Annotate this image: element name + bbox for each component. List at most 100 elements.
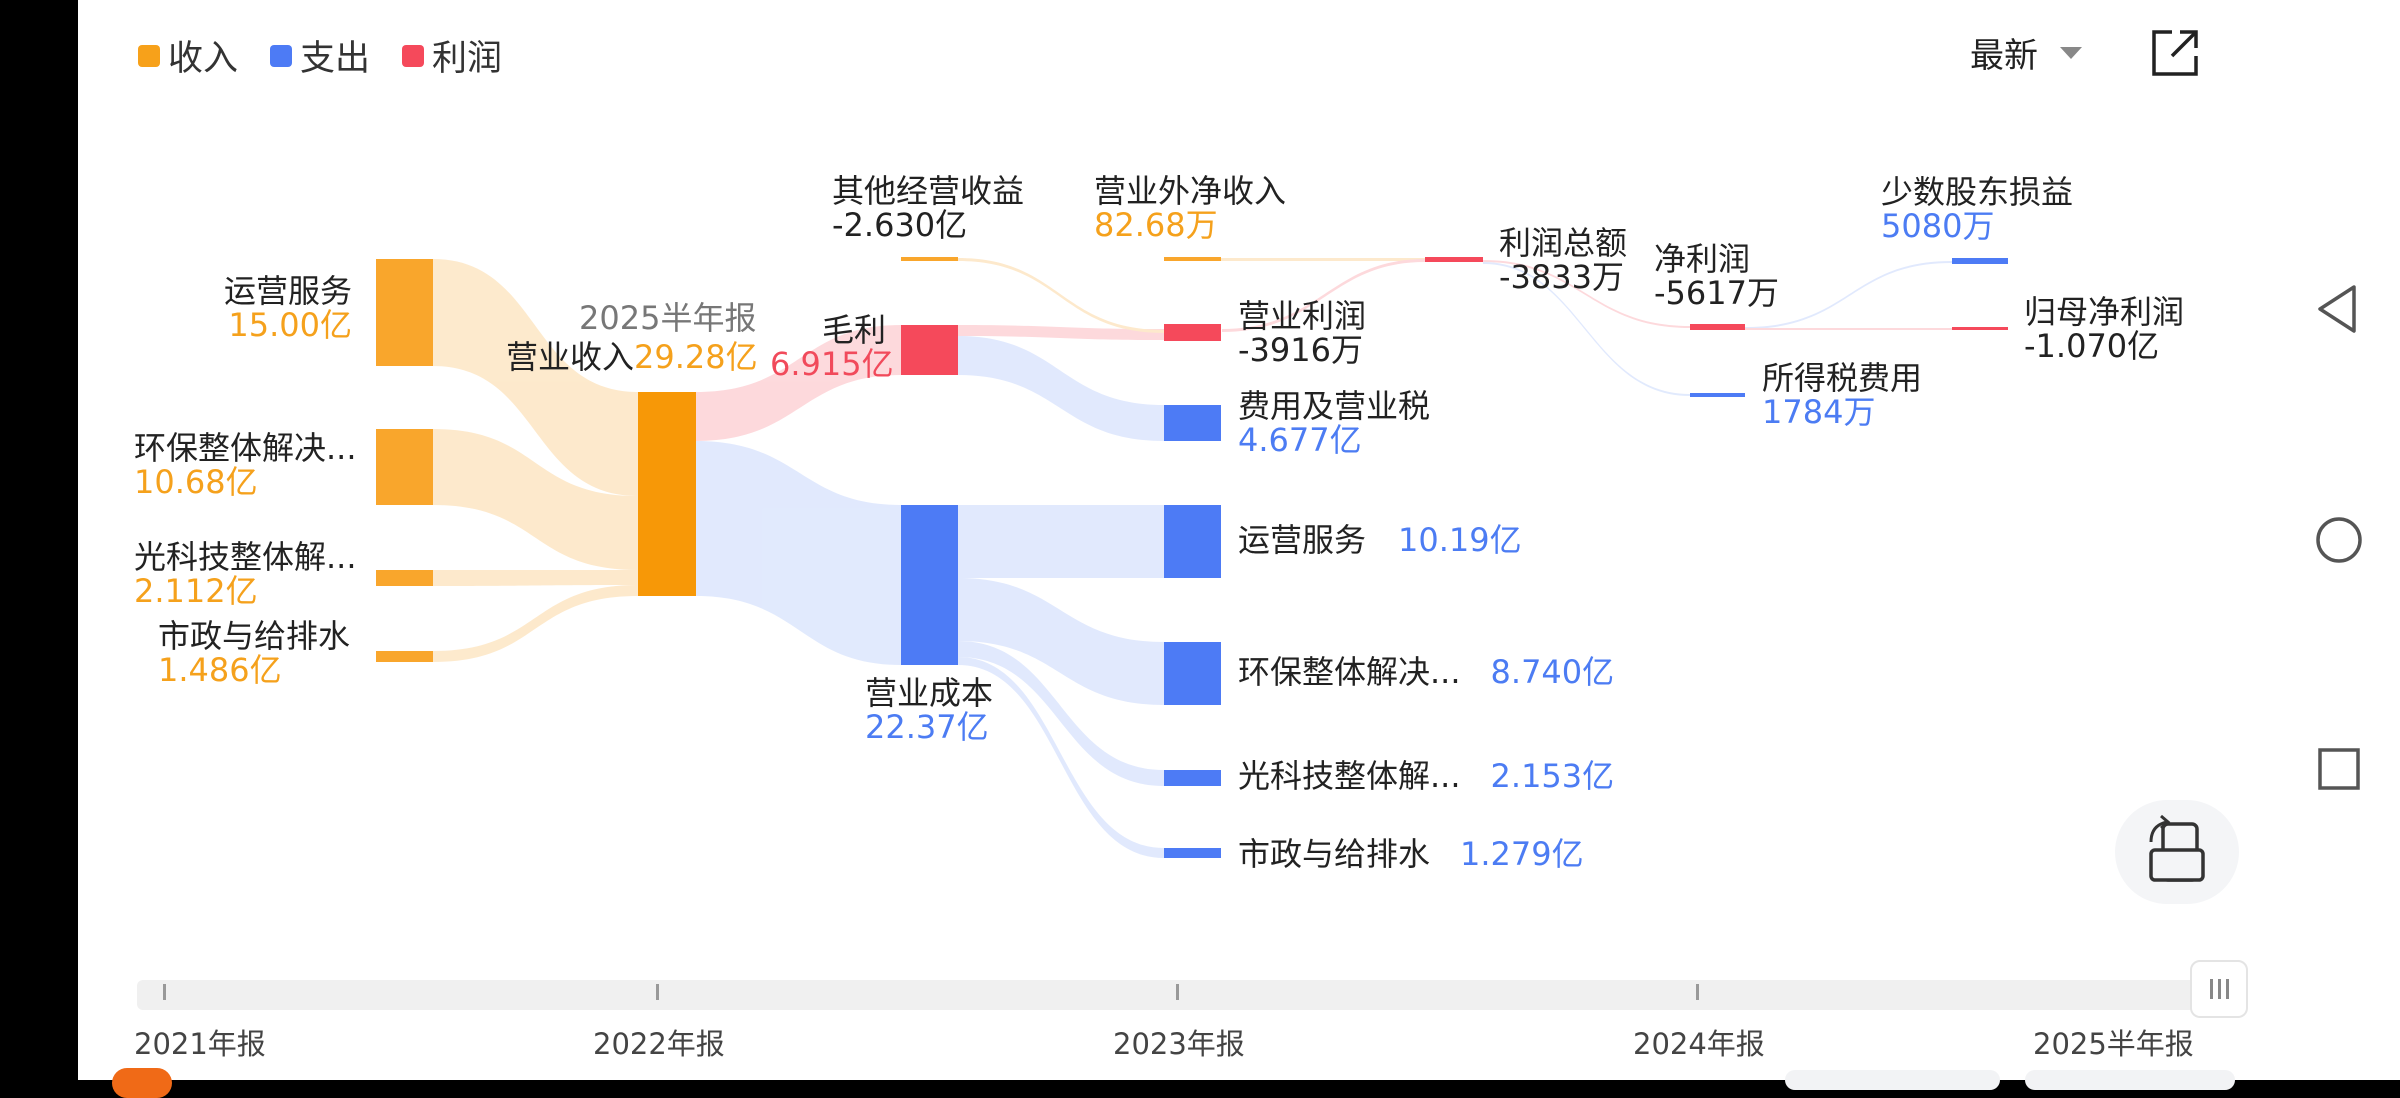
recents-square-icon[interactable] (2317, 747, 2361, 791)
bottom-tab-pill[interactable] (1785, 1070, 2000, 1090)
minority-name: 少数股东损益 (1881, 173, 2074, 211)
period-label: 2025半年报 (579, 299, 757, 337)
rotate-screen-button[interactable] (2115, 800, 2239, 904)
node-other[interactable] (901, 257, 958, 261)
home-circle-icon[interactable] (2314, 515, 2364, 565)
node-cost2[interactable] (1164, 642, 1221, 705)
flow-revenue-gross (696, 325, 901, 441)
minority-value: 5080万 (1881, 206, 1995, 245)
flow-total-net (1483, 260, 1690, 328)
nonop-name: 营业外净收入 (1094, 172, 1287, 210)
cost2-name: 环保整体解决... (1238, 653, 1461, 691)
flow-nonop-total (1164, 258, 1425, 261)
expense-swatch (270, 44, 292, 67)
label-minority: 少数股东损益 5080万 (1881, 173, 2074, 245)
cost4-value: 1.279亿 (1460, 835, 1584, 873)
flow-revenue-cost (696, 441, 901, 665)
legend-profit[interactable]: 利润 (402, 30, 502, 81)
label-cost1: 运营服务 10.19亿 (1238, 521, 1522, 559)
floating-badge[interactable] (112, 1068, 172, 1098)
rev2-name: 环保整体解决... (134, 429, 357, 467)
rev4-name: 市政与给排水 (158, 617, 351, 655)
node-rev4[interactable] (376, 651, 433, 662)
bottom-tab-pill[interactable] (2025, 1070, 2235, 1090)
node-minority[interactable] (1952, 258, 2008, 264)
label-rev2: 环保整体解决... 10.68亿 (134, 429, 357, 499)
nonop-value: 82.68万 (1094, 205, 1218, 244)
node-fee[interactable] (1164, 405, 1221, 441)
node-tax[interactable] (1690, 393, 1745, 397)
flow-rev2-revenue (433, 429, 638, 570)
rev1-value: 15.00亿 (228, 305, 352, 344)
node-rev1[interactable] (376, 259, 433, 366)
node-rev2[interactable] (376, 429, 433, 505)
label-net: 净利润 -5617万 (1654, 240, 1779, 312)
node-net[interactable] (1690, 324, 1745, 330)
opprofit-name: 营业利润 (1238, 297, 1367, 335)
sort-dropdown[interactable]: 最新 (1970, 28, 2084, 77)
rev3-value: 2.112亿 (134, 571, 258, 610)
fee-name: 费用及营业税 (1238, 387, 1431, 425)
timeline-tick-2024[interactable]: 2024年报 (1633, 1027, 1765, 1061)
tax-name: 所得税费用 (1762, 359, 1923, 397)
share-external-icon[interactable] (2150, 28, 2200, 78)
net-name: 净利润 (1654, 240, 1751, 278)
total-name: 利润总额 (1499, 224, 1628, 262)
timeline-tick-mark (656, 984, 659, 1000)
fee-value: 4.677亿 (1238, 420, 1362, 459)
legend-profit-label: 利润 (432, 39, 503, 79)
timeline-tick-2025h1[interactable]: 2025半年报 (2033, 1027, 2194, 1061)
node-nonop[interactable] (1164, 257, 1221, 261)
node-parent[interactable] (1952, 327, 2008, 330)
cost3-name: 光科技整体解... (1238, 757, 1461, 795)
flow-other-opprofit (958, 258, 1164, 333)
tax-value: 1784万 (1762, 392, 1876, 431)
flow-cost-cost1 (958, 505, 1164, 578)
label-cost4: 市政与给排水 1.279亿 (1238, 835, 1584, 873)
label-rev4: 市政与给排水 1.486亿 (158, 617, 351, 689)
node-cost1[interactable] (1164, 505, 1221, 578)
node-revenue[interactable] (638, 392, 696, 596)
timeline-tick-2021[interactable]: 2021年报 (134, 1027, 266, 1061)
total-value: -3833万 (1499, 257, 1624, 296)
flow-rev3-revenue (433, 570, 638, 586)
legend-expense-label: 支出 (300, 39, 371, 79)
timeline-track[interactable] (137, 980, 2237, 1010)
label-cost: 营业成本 22.37亿 (865, 674, 994, 744)
gross-name: 毛利 (821, 311, 886, 349)
rev1-name: 运营服务 (223, 272, 352, 310)
node-total[interactable] (1425, 257, 1483, 262)
cost3-value: 2.153亿 (1490, 757, 1615, 795)
legend-income[interactable]: 收入 (138, 30, 238, 81)
flow-gross-opprofit (958, 325, 1164, 340)
timeline-tick-2022[interactable]: 2022年报 (593, 1027, 725, 1061)
flow-rev1-revenue (433, 259, 638, 496)
node-rev3[interactable] (376, 570, 433, 586)
label-rev3: 光科技整体解... 2.112亿 (134, 540, 357, 610)
caret-down-icon (2060, 46, 2082, 59)
profit-swatch (402, 44, 424, 67)
timeline-tick-mark (1176, 984, 1179, 1000)
node-gross[interactable] (901, 325, 958, 375)
node-cost[interactable] (901, 505, 958, 665)
legend-income-label: 收入 (168, 39, 239, 79)
legend-expense[interactable]: 支出 (270, 30, 370, 81)
cost1-name: 运营服务 (1238, 521, 1367, 559)
cost2-value: 8.740亿 (1490, 653, 1615, 691)
flow-cost-cost4 (958, 657, 1164, 858)
timeline-handle[interactable] (2190, 960, 2248, 1018)
rev4-value: 1.486亿 (158, 650, 282, 689)
node-cost3[interactable] (1164, 770, 1221, 786)
label-opprofit: 营业利润 -3916万 (1238, 297, 1367, 367)
back-triangle-icon[interactable] (2316, 283, 2358, 335)
cost1-value: 10.19亿 (1398, 521, 1522, 559)
node-cost4[interactable] (1164, 848, 1221, 858)
other-value: -2.630亿 (832, 205, 968, 244)
node-opprofit[interactable] (1164, 324, 1221, 341)
label-other: 其他经营收益 -2.630亿 (832, 174, 1024, 244)
label-tax: 所得税费用 1784万 (1762, 359, 1923, 431)
net-value: -5617万 (1654, 273, 1779, 312)
revenue-name: 营业收入 (506, 338, 635, 376)
timeline-tick-2023[interactable]: 2023年报 (1113, 1027, 1245, 1061)
cost-name: 营业成本 (865, 674, 994, 712)
